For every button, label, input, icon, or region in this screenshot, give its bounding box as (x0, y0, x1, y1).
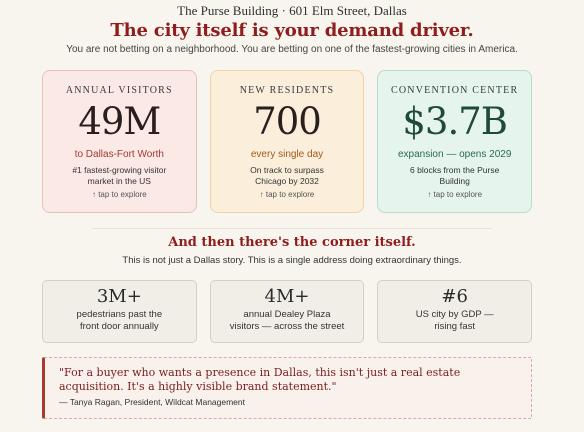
stat-sub: every single day (250, 149, 324, 160)
stat-detail: 6 blocks from the Purse Building (410, 165, 500, 186)
stat-value: 49M (78, 100, 161, 143)
stat-detail: #1 fastest-growing visitor market in the… (72, 165, 167, 186)
stat-value: 700 (253, 100, 322, 143)
fact-text-line: pedestrians past the (76, 309, 163, 320)
fact-card-gdp-rank: #6 US city by GDP — rising fast (377, 280, 533, 343)
stat-detail: On track to surpass Chicago by 2032 (250, 165, 324, 186)
stat-cards: ANNUAL VISITORS 49M to Dallas-Fort Worth… (42, 70, 533, 213)
fact-value: #6 (441, 286, 468, 307)
stat-sub: expansion — opens 2029 (397, 149, 512, 160)
page-headline: The city itself is your demand driver. (110, 20, 474, 41)
testimonial-quote: "For a buyer who wants a presence in Dal… (42, 357, 532, 419)
corner-section-subtitle: This is not just a Dallas story. This is… (122, 255, 462, 266)
fact-cards: 3M+ pedestrians past the front door annu… (42, 280, 533, 343)
stat-sub: to Dallas-Fort Worth (74, 149, 164, 160)
stat-card-convention-center[interactable]: CONVENTION CENTER $3.7B expansion — open… (377, 70, 533, 213)
stat-card-new-residents[interactable]: NEW RESIDENTS 700 every single day On tr… (209, 70, 365, 213)
quote-attribution: — Tanya Ragan, President, Wildcat Manage… (59, 397, 245, 407)
fact-text: annual Dealey Plaza visitors — across th… (211, 309, 364, 333)
tap-to-explore-hint[interactable]: ↑ tap to explore (427, 190, 483, 199)
fact-text-line: annual Dealey Plaza (243, 309, 331, 320)
fact-text-line: front door annually (79, 321, 159, 332)
stat-card-annual-visitors[interactable]: ANNUAL VISITORS 49M to Dallas-Fort Worth… (42, 70, 197, 213)
quote-line: "For a buyer who wants a presence in Dal… (59, 366, 461, 379)
page-subline: You are not betting on a neighborhood. Y… (66, 44, 518, 55)
fact-card-pedestrians: 3M+ pedestrians past the front door annu… (42, 280, 197, 343)
stat-label: NEW RESIDENTS (239, 85, 335, 96)
fact-value: 3M+ (96, 286, 142, 307)
fact-value: 4M+ (264, 286, 310, 307)
corner-section-title: And then there's the corner itself. (168, 235, 416, 250)
fact-card-dealey-plaza: 4M+ annual Dealey Plaza visitors — acros… (209, 280, 365, 343)
fact-text: US city by GDP — rising fast (378, 309, 531, 333)
fact-text-line: US city by GDP — (415, 309, 494, 320)
stat-value: $3.7B (402, 100, 508, 143)
tap-to-explore-hint[interactable]: ↑ tap to explore (259, 190, 315, 199)
fact-text-line: rising fast (434, 321, 475, 332)
fact-text: pedestrians past the front door annually (43, 309, 196, 333)
section-divider (92, 228, 492, 229)
quote-line: acquisition. It's a highly visible brand… (59, 380, 337, 393)
tap-to-explore-hint[interactable]: ↑ tap to explore (91, 190, 147, 199)
stat-label: CONVENTION CENTER (391, 85, 519, 96)
address-line: The Purse Building · 601 Elm Street, Dal… (177, 3, 407, 18)
quote-text: "For a buyer who wants a presence in Dal… (59, 366, 519, 394)
fact-text-line: visitors — across the street (229, 321, 345, 332)
stat-label: ANNUAL VISITORS (65, 85, 173, 96)
